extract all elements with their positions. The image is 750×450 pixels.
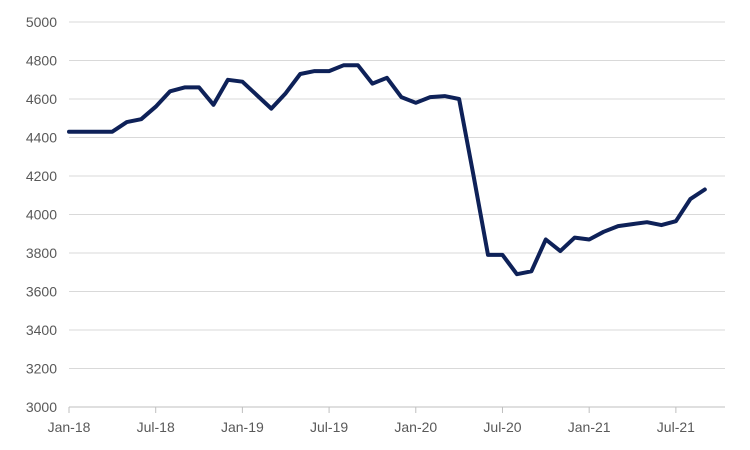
y-axis-tick-labels: 3000 3200 3400 3600 3800 4000 4200 4400 4600 4800… xyxy=(26,14,57,415)
x-tick-label: Jul-19 xyxy=(310,419,348,435)
y-tick-label: 3600 xyxy=(26,284,57,300)
gridlines xyxy=(69,21,725,369)
x-axis-tick-labels: Jan-18 Jul-18 Jan-19 Jul-19 Jan-20 Jul-20 Jan-… xyxy=(48,419,696,435)
x-tick-label: Jan-20 xyxy=(394,419,437,435)
y-tick-label: 3000 xyxy=(26,399,57,415)
y-tick-label: 3400 xyxy=(26,322,57,338)
x-tick-label: Jan-19 xyxy=(221,419,264,435)
y-tick-label: 4600 xyxy=(26,91,57,107)
x-tick-label: Jan-21 xyxy=(568,419,611,435)
x-tick-label: Jan-18 xyxy=(48,419,91,435)
series-layer xyxy=(67,63,707,277)
y-tick-label: 3200 xyxy=(26,361,57,377)
y-tick-label: 4400 xyxy=(26,130,57,146)
x-tick-label: Jul-20 xyxy=(483,419,521,435)
x-tick-label: Jul-21 xyxy=(657,419,695,435)
y-tick-label: 4000 xyxy=(26,207,57,223)
y-tick-label: 3800 xyxy=(26,245,57,261)
x-axis xyxy=(68,406,725,413)
series-line xyxy=(67,63,707,277)
x-tick-label: Jul-18 xyxy=(137,419,175,435)
y-tick-label: 4200 xyxy=(26,168,57,184)
y-tick-label: 4800 xyxy=(26,53,57,69)
y-tick-label: 5000 xyxy=(26,14,57,30)
